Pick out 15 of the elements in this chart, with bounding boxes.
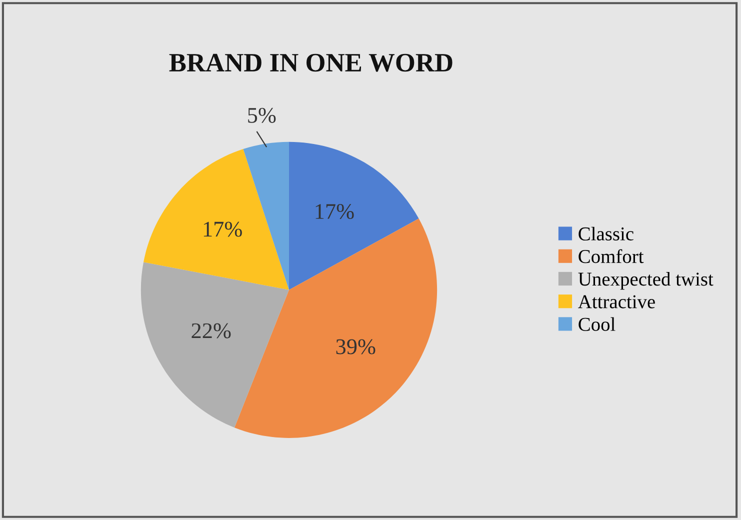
legend-label: Comfort — [578, 249, 644, 264]
pie-slice — [243, 142, 289, 290]
legend-label: Unexpected twist — [578, 272, 714, 290]
data-label: 22% — [192, 323, 231, 338]
pie-slice — [288, 142, 419, 290]
data-label: 5% — [248, 108, 276, 123]
pie-slice — [144, 149, 289, 290]
legend-label: Cool — [578, 317, 616, 331]
legend-label: Attractive — [578, 295, 655, 308]
data-label: 17% — [204, 222, 242, 237]
pie-slice — [140, 262, 289, 428]
chart-title: BRAND IN ONE WORD — [169, 54, 452, 72]
data-label: 39% — [336, 339, 376, 354]
legend-label: Classic — [578, 226, 634, 240]
data-label: 17% — [316, 204, 354, 220]
